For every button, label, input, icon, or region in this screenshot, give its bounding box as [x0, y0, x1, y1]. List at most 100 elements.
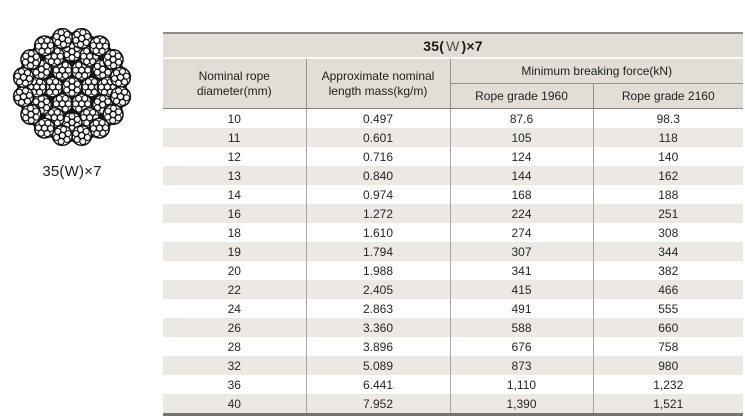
cell-mass: 3.360 [306, 318, 451, 337]
table-row: 13 0.840 144 162 [163, 166, 743, 185]
cell-mass: 3.896 [306, 337, 451, 356]
cell-mass: 0.601 [306, 128, 451, 147]
table-row: 19 1.794 307 344 [163, 242, 743, 261]
cell-grade2160: 98.3 [593, 108, 743, 128]
cell-grade1960: 307 [450, 242, 594, 261]
table-row: 11 0.601 105 118 [163, 128, 743, 147]
cell-grade2160: 1,521 [593, 394, 743, 415]
cell-grade1960: 1,110 [450, 375, 594, 394]
cell-grade2160: 758 [593, 337, 743, 356]
table-row: 22 2.405 415 466 [163, 280, 743, 299]
table-row: 14 0.974 168 188 [163, 185, 743, 204]
cell-mass: 0.974 [306, 185, 451, 204]
cell-grade1960: 105 [450, 128, 594, 147]
table-row: 20 1.988 341 382 [163, 261, 743, 280]
header-nominal-diameter-line1: Nominal rope [198, 68, 270, 83]
cell-diameter: 18 [163, 223, 307, 242]
header-breaking-force-group: Minimum breaking force(kN) [450, 58, 743, 84]
cell-diameter: 10 [163, 108, 307, 128]
cell-grade2160: 382 [593, 261, 743, 280]
header-grade-1960: Rope grade 1960 [450, 83, 594, 109]
figure-caption: 35(W)×7 [42, 163, 102, 180]
cell-mass: 7.952 [306, 394, 451, 415]
cell-mass: 1.794 [306, 242, 451, 261]
cell-mass: 1.272 [306, 204, 451, 223]
table-row: 10 0.497 87.6 98.3 [163, 108, 743, 128]
cell-diameter: 20 [163, 261, 307, 280]
table-row: 40 7.952 1,390 1,521 [163, 394, 743, 415]
cell-diameter: 11 [163, 128, 307, 147]
table-row: 26 3.360 588 660 [163, 318, 743, 337]
header-nominal-diameter: Nominal rope diameter(mm) [163, 58, 307, 109]
cell-grade2160: 555 [593, 299, 743, 318]
header-grade-2160: Rope grade 2160 [593, 83, 743, 109]
cell-grade2160: 118 [593, 128, 743, 147]
rope-spec-table: 35(W)×7 Nominal rope diameter(mm) Approx… [163, 32, 743, 416]
cell-mass: 1.610 [306, 223, 451, 242]
cell-mass: 1.988 [306, 261, 451, 280]
table-title-mid: W [446, 37, 460, 54]
cell-grade1960: 415 [450, 280, 594, 299]
cell-grade2160: 140 [593, 147, 743, 166]
table-row: 16 1.272 224 251 [163, 204, 743, 223]
table-row: 24 2.863 491 555 [163, 299, 743, 318]
table-row: 32 5.089 873 980 [163, 356, 743, 375]
cell-grade1960: 1,390 [450, 394, 594, 415]
cell-grade1960: 224 [450, 204, 594, 223]
cell-grade2160: 466 [593, 280, 743, 299]
cell-grade1960: 124 [450, 147, 594, 166]
table-title-row: 35(W)×7 [163, 33, 743, 59]
table-row: 18 1.610 274 308 [163, 223, 743, 242]
header-nominal-mass-line2: length mass(kg/m) [328, 83, 428, 98]
rope-figure: 35(W)×7 [5, 23, 139, 180]
cell-diameter: 32 [163, 356, 307, 375]
cell-diameter: 16 [163, 204, 307, 223]
cell-mass: 6.441 [306, 375, 451, 394]
cell-diameter: 36 [163, 375, 307, 394]
cell-grade2160: 188 [593, 185, 743, 204]
cell-grade1960: 274 [450, 223, 594, 242]
cell-mass: 0.840 [306, 166, 451, 185]
cell-grade1960: 873 [450, 356, 594, 375]
cell-diameter: 28 [163, 337, 307, 356]
wire-rope-cross-section-icon [12, 27, 132, 147]
cell-grade1960: 144 [450, 166, 594, 185]
table-header-row-1: Nominal rope diameter(mm) Approximate no… [163, 58, 743, 109]
table-title: 35(W)×7 [163, 33, 743, 59]
cell-mass: 0.716 [306, 147, 451, 166]
table-header-row-2: Rope grade 1960 Rope grade 2160 [163, 83, 743, 109]
cell-grade1960: 676 [450, 337, 594, 356]
cell-grade2160: 980 [593, 356, 743, 375]
cell-grade1960: 87.6 [450, 108, 594, 128]
cell-mass: 2.405 [306, 280, 451, 299]
header-nominal-mass: Approximate nominal length mass(kg/m) [306, 58, 451, 109]
cell-grade1960: 168 [450, 185, 594, 204]
cell-diameter: 22 [163, 280, 307, 299]
table-row: 36 6.441 1,110 1,232 [163, 375, 743, 394]
cell-diameter: 14 [163, 185, 307, 204]
cell-diameter: 24 [163, 299, 307, 318]
table-body: 10 0.497 87.6 98.3 11 0.601 105 118 12 0.716 124 14… [163, 108, 743, 415]
table-row: 12 0.716 124 140 [163, 147, 743, 166]
table-title-post: )×7 [461, 37, 483, 54]
cell-diameter: 13 [163, 166, 307, 185]
cell-grade1960: 341 [450, 261, 594, 280]
table-title-pre: 35( [423, 37, 445, 54]
cell-mass: 2.863 [306, 299, 451, 318]
cell-mass: 0.497 [306, 108, 451, 128]
cell-grade2160: 660 [593, 318, 743, 337]
header-nominal-diameter-line2: diameter(mm) [196, 83, 272, 98]
cell-diameter: 19 [163, 242, 307, 261]
cell-grade2160: 251 [593, 204, 743, 223]
cell-mass: 5.089 [306, 356, 451, 375]
cell-grade1960: 588 [450, 318, 594, 337]
cell-grade2160: 344 [593, 242, 743, 261]
cell-diameter: 12 [163, 147, 307, 166]
cell-grade2160: 162 [593, 166, 743, 185]
cell-diameter: 26 [163, 318, 307, 337]
header-nominal-mass-line1: Approximate nominal [321, 68, 435, 83]
table-row: 28 3.896 676 758 [163, 337, 743, 356]
cell-grade2160: 308 [593, 223, 743, 242]
cell-grade1960: 491 [450, 299, 594, 318]
